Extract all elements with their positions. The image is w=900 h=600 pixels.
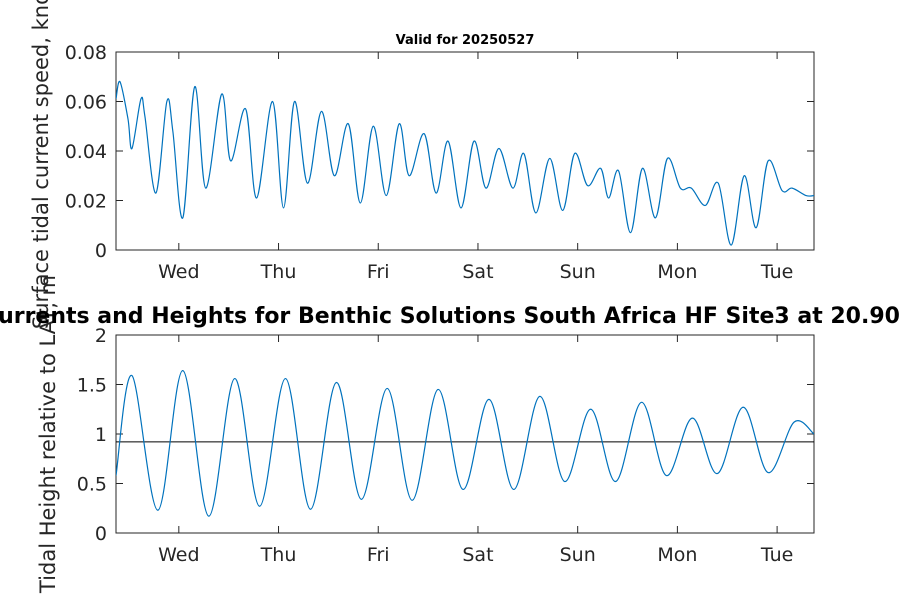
tidal-height-y-tick-label: 1 bbox=[95, 424, 107, 446]
current-speed-y-tick-label: 0 bbox=[95, 240, 107, 262]
tidal-height-y-tick-label: 2 bbox=[95, 325, 107, 347]
tidal-height-x-tick-label: Wed bbox=[158, 544, 199, 566]
current-speed-x-tick-label: Fri bbox=[367, 261, 390, 283]
tidal-height-x-tick-label: Fri bbox=[367, 544, 390, 566]
tidal-height-x-tick-label: Thu bbox=[260, 544, 297, 566]
current-speed-plot: 0 0.02 0.04 0.06 0.08 Wed Thu Fri Sat Sun Mon Tue bbox=[65, 42, 814, 283]
current-speed-x-tick-label: Tue bbox=[760, 261, 793, 283]
tidal-height-plot-area bbox=[115, 334, 815, 534]
current-speed-x-tick-label: Mon bbox=[657, 261, 697, 283]
current-speed-x-tick-label: Wed bbox=[158, 261, 199, 283]
tidal-height-y-tick-label: 1.5 bbox=[77, 375, 107, 397]
tidal-height-y-tick-label: 0 bbox=[95, 523, 107, 545]
tidal-height-y-axis-label: Tidal Height relative to LAT, m bbox=[36, 275, 60, 594]
current-speed-y-tick-label: 0.06 bbox=[65, 92, 107, 114]
tidal-height-y-tick-label: 0.5 bbox=[77, 474, 107, 496]
current-speed-y-tick-label: 0.08 bbox=[65, 42, 107, 64]
figure-title: Tidal Currents and Heights for Benthic S… bbox=[0, 304, 900, 329]
current-speed-plot-area bbox=[115, 51, 815, 251]
tidal-height-panel: 0 0.5 1 1.5 2 Wed Thu Fri Sat Sun Mon Tue Tidal Hei… bbox=[36, 275, 815, 594]
tidal-height-x-tick-label: Tue bbox=[760, 544, 793, 566]
current-speed-subtitle: Valid for 20250527 bbox=[396, 33, 535, 48]
tidal-height-plot: 0 0.5 1 1.5 2 Wed Thu Fri Sat Sun Mon Tue bbox=[77, 325, 814, 566]
current-speed-x-tick-label: Sun bbox=[560, 261, 596, 283]
current-speed-series-line bbox=[116, 80, 814, 246]
current-speed-panel: 0 0.02 0.04 0.06 0.08 Wed Thu Fri Sat Sun Mon Tue V… bbox=[29, 0, 815, 329]
tidal-height-x-tick-label: Sun bbox=[560, 544, 596, 566]
current-speed-x-tick-label: Thu bbox=[260, 261, 297, 283]
tidal-height-x-tick-label: Mon bbox=[657, 544, 697, 566]
tidal-height-series-line bbox=[116, 370, 814, 517]
current-speed-y-tick-label: 0.04 bbox=[65, 141, 107, 163]
current-speed-x-tick-label: Sat bbox=[462, 261, 493, 283]
tidal-height-x-tick-label: Sat bbox=[462, 544, 493, 566]
current-speed-y-axis-label: Surface tidal current speed, knots bbox=[29, 0, 53, 329]
current-speed-y-tick-label: 0.02 bbox=[65, 191, 107, 213]
